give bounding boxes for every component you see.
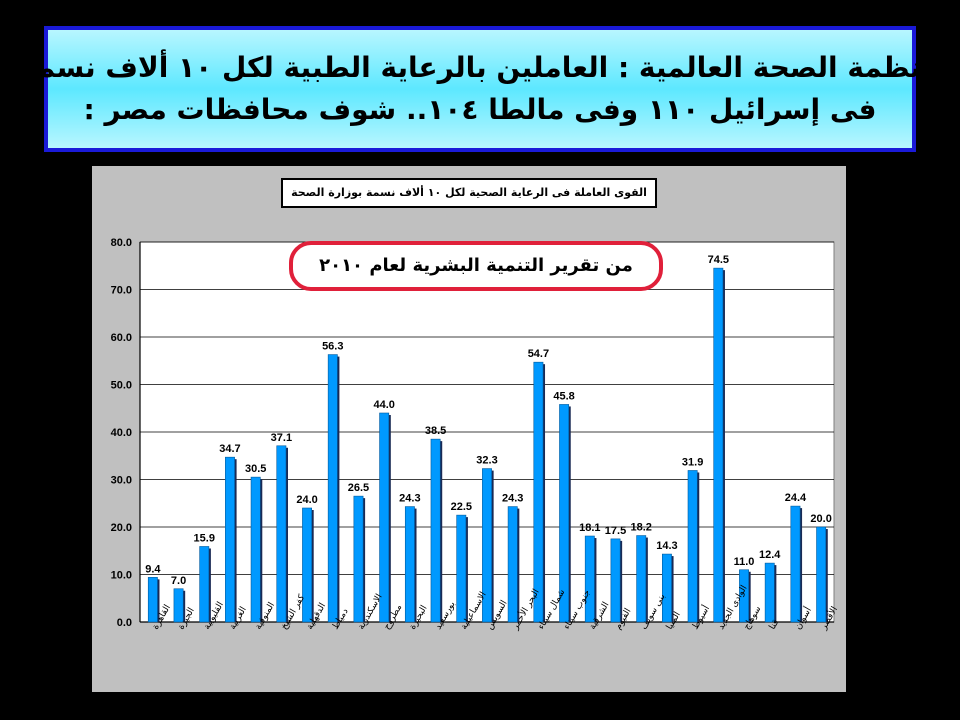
data-label: 34.7 <box>219 443 240 455</box>
bar <box>764 562 775 623</box>
bar-group <box>533 361 546 623</box>
bar <box>482 468 492 623</box>
bar-group <box>225 456 237 623</box>
bar <box>507 506 518 623</box>
bar-group <box>661 553 674 623</box>
y-tick-label: 50.0 <box>111 380 132 392</box>
y-tick-label: 20.0 <box>111 522 132 534</box>
bar-group <box>173 588 186 623</box>
bar-group <box>456 514 468 623</box>
y-tick-label: 60.0 <box>111 332 132 344</box>
bar-group <box>816 526 828 623</box>
bar <box>456 514 467 623</box>
bar <box>584 535 595 623</box>
bar-group <box>764 562 777 623</box>
bar <box>430 438 441 623</box>
data-label: 32.3 <box>476 455 497 467</box>
data-label: 7.0 <box>171 575 186 587</box>
data-label: 12.4 <box>759 549 781 561</box>
bar-group <box>404 506 417 623</box>
bar-group <box>584 535 597 623</box>
bar <box>739 569 749 623</box>
bar-group <box>559 404 571 623</box>
chart-title: القوى العاملة فى الرعاية الصحية لكل ١٠ أ… <box>281 178 657 208</box>
bar <box>790 505 801 623</box>
data-label: 26.5 <box>348 482 369 494</box>
data-label: 54.7 <box>528 348 549 360</box>
bar <box>327 354 338 623</box>
y-tick-label: 80.0 <box>111 237 132 249</box>
data-label: 15.9 <box>194 532 215 544</box>
y-tick-label: 70.0 <box>111 285 132 297</box>
bar <box>353 495 364 623</box>
category-label: قنا <box>768 618 782 631</box>
bar-group <box>610 538 623 623</box>
bar-group <box>199 546 211 623</box>
data-label: 22.5 <box>451 501 472 513</box>
y-tick-label: 0.0 <box>117 617 132 629</box>
data-label: 37.1 <box>271 432 292 444</box>
bar <box>559 404 570 623</box>
data-label: 44.0 <box>373 399 394 411</box>
bar <box>173 588 184 623</box>
bar <box>147 577 158 623</box>
bar <box>199 546 210 623</box>
bar-group <box>636 535 648 623</box>
bar-group <box>147 577 160 623</box>
y-tick-label: 40.0 <box>111 427 132 439</box>
bar-group <box>353 495 366 623</box>
bar <box>816 526 827 623</box>
bar-group <box>379 412 391 623</box>
bar <box>225 456 235 623</box>
data-label: 74.5 <box>708 254 729 266</box>
bar <box>713 267 724 623</box>
bar <box>661 553 672 623</box>
bar <box>379 412 390 623</box>
bar <box>250 476 261 623</box>
bar-group <box>276 445 288 623</box>
banner-line-2: فى إسرائيل ١١٠ وفى مالطا ١٠٤.. شوف محافظ… <box>83 93 877 126</box>
data-label: 11.0 <box>734 556 755 568</box>
bar <box>533 361 544 623</box>
bar <box>276 445 287 623</box>
data-label: 18.1 <box>579 522 600 534</box>
data-label: 24.4 <box>785 492 807 504</box>
data-label: 14.3 <box>656 540 677 552</box>
data-label: 20.0 <box>810 513 831 525</box>
banner-line-1: منظمة الصحة العالمية : العاملين بالرعاية… <box>20 51 940 84</box>
data-label: 30.5 <box>245 463 266 475</box>
source-annotation: من تقرير التنمية البشرية لعام ٢٠١٠ <box>289 241 663 291</box>
bar-group <box>790 505 803 623</box>
bar-group <box>482 468 494 623</box>
data-label: 18.2 <box>631 522 652 534</box>
bar <box>687 470 698 623</box>
bar-group <box>302 507 314 623</box>
data-label: 24.3 <box>399 493 420 505</box>
bar-group <box>739 569 751 623</box>
data-label: 9.4 <box>145 563 161 575</box>
y-tick-label: 10.0 <box>111 570 132 582</box>
bar <box>302 507 313 623</box>
bar-group <box>250 476 263 623</box>
data-label: 24.3 <box>502 493 523 505</box>
bar <box>404 506 415 623</box>
data-label: 24.0 <box>296 494 317 506</box>
bar-group <box>430 438 443 623</box>
y-tick-label: 30.0 <box>111 475 132 487</box>
data-label: 31.9 <box>682 456 703 468</box>
title-banner: منظمة الصحة العالمية : العاملين بالرعاية… <box>21 26 939 152</box>
data-label: 45.8 <box>553 390 574 402</box>
data-label: 56.3 <box>322 341 343 353</box>
bar-group <box>687 470 700 623</box>
bar <box>636 535 647 623</box>
bar-group <box>713 267 725 623</box>
data-label: 17.5 <box>605 525 626 537</box>
bar-group <box>327 354 340 623</box>
bar-group <box>507 506 520 623</box>
bar <box>610 538 621 623</box>
data-label: 38.5 <box>425 425 446 437</box>
